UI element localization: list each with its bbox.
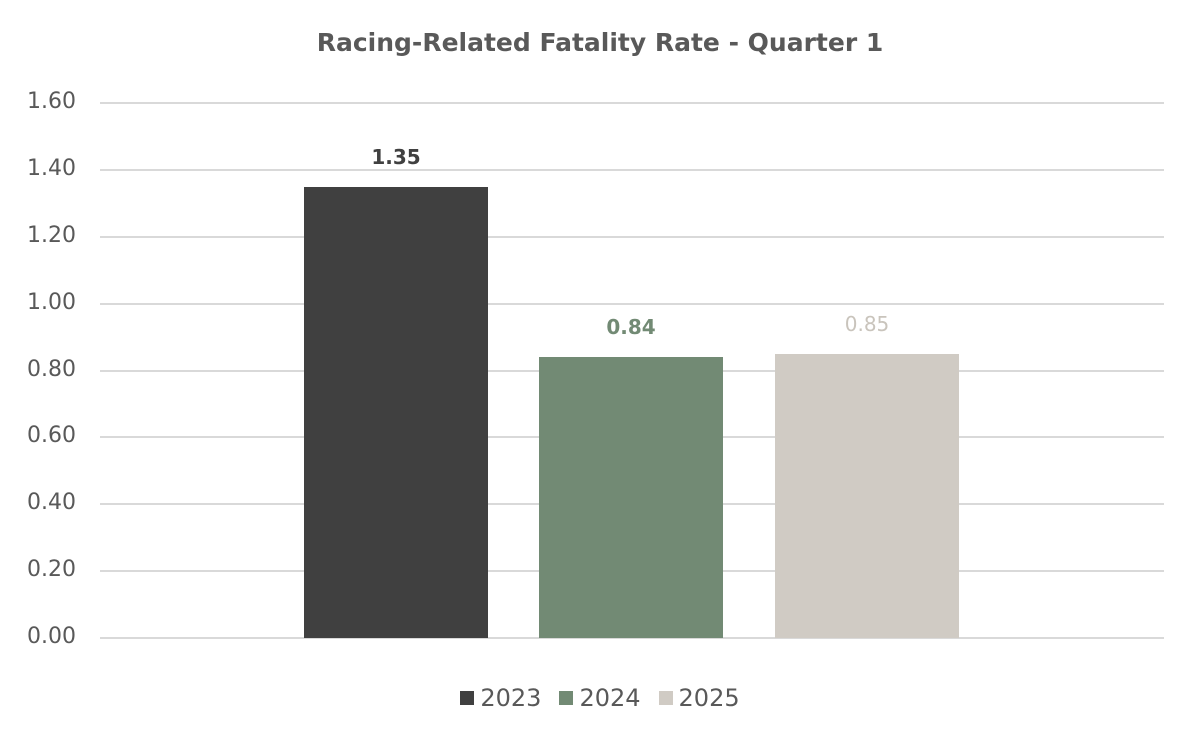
legend: 2023 2024 2025 [0,684,1200,712]
data-label-2025: 0.85 [844,311,890,336]
y-tick-label: 0.80 [27,356,76,382]
legend-swatch-icon [658,691,673,705]
gridline [100,168,1164,171]
y-tick-label: 1.40 [27,155,76,181]
data-label-2023: 1.35 [371,144,421,169]
bar-2023 [304,186,488,638]
y-tick-label: 1.00 [27,289,76,315]
legend-swatch-icon [460,691,475,705]
bar-2025 [775,353,959,638]
y-tick-label: 0.60 [27,423,76,449]
y-tick-label: 0.00 [27,624,76,649]
gridline [100,235,1164,238]
legend-label: 2023 [480,684,542,712]
legend-label: 2025 [678,684,740,712]
legend-swatch-icon [559,691,574,705]
legend-item-2024: 2024 [559,684,641,712]
y-tick-label: 0.40 [27,490,76,516]
data-label-2024: 0.84 [606,315,656,340]
y-tick-label: 0.20 [27,557,76,583]
y-tick-label: 1.60 [27,89,76,114]
gridline [100,102,1164,104]
y-tick-label: 1.20 [27,222,76,248]
legend-item-2023: 2023 [460,684,541,712]
gridline [100,637,1164,639]
gridline [100,302,1164,305]
legend-item-2025: 2025 [658,684,740,712]
bar-2024 [539,357,723,638]
chart-title: Racing-Related Fatality Rate - Quarter 1 [316,28,884,57]
legend-label: 2024 [579,684,641,712]
